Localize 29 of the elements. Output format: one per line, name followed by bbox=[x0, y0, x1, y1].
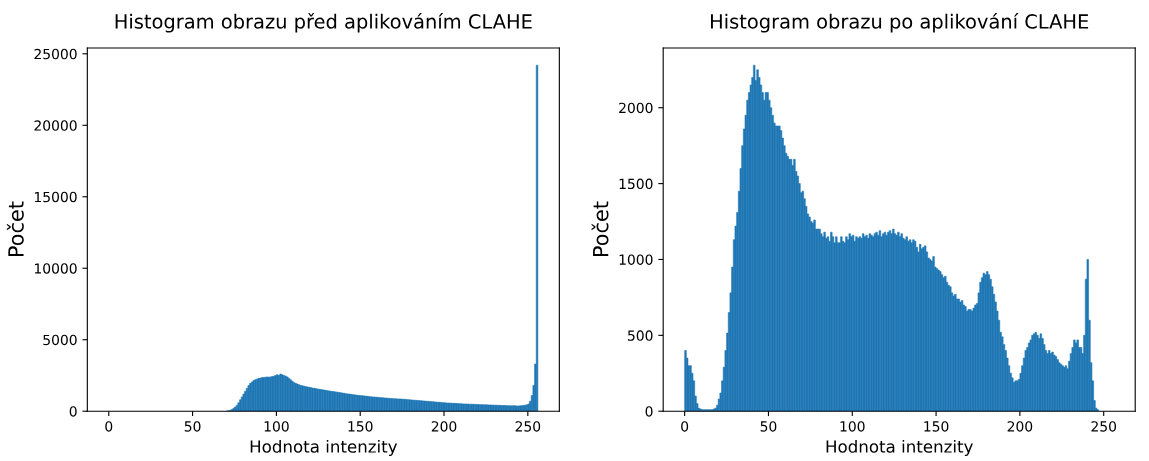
y-tick-label: 5000 bbox=[43, 334, 77, 346]
x-tick-label: 150 bbox=[924, 421, 949, 432]
y-tick-label: 10000 bbox=[34, 263, 77, 274]
y-axis-title: Počet bbox=[591, 201, 609, 257]
x-tick-label: 250 bbox=[1091, 421, 1117, 432]
y-tick-label: 2000 bbox=[619, 102, 653, 114]
x-axis-title: Hodnota intenzity bbox=[826, 439, 973, 457]
chart-title: Histogram obrazu po aplikování CLAHE bbox=[710, 12, 1089, 33]
y-tick-label: 25000 bbox=[34, 48, 77, 60]
x-tick-label: 100 bbox=[264, 421, 289, 432]
x-tick-label: 0 bbox=[681, 421, 689, 432]
x-tick-label: 100 bbox=[840, 421, 865, 432]
y-axis-title: Počet bbox=[6, 201, 24, 257]
chart-title: Histogram obrazu před aplikováním CLAHE bbox=[115, 12, 532, 33]
x-tick-label: 200 bbox=[431, 421, 457, 432]
y-tick-label: 500 bbox=[628, 330, 653, 341]
x-tick-label: 200 bbox=[1007, 421, 1033, 432]
y-tick-label: 1000 bbox=[619, 254, 653, 265]
y-tick-label: 0 bbox=[645, 406, 653, 417]
x-tick-label: 50 bbox=[184, 421, 201, 432]
x-tick-label: 250 bbox=[515, 421, 541, 432]
x-tick-label: 50 bbox=[760, 421, 777, 432]
y-tick-label: 15000 bbox=[34, 191, 77, 203]
x-tick-label: 150 bbox=[348, 421, 373, 432]
x-axis-title: Hodnota intenzity bbox=[250, 439, 398, 457]
y-tick-label: 20000 bbox=[34, 120, 77, 131]
x-tick-label: 0 bbox=[105, 421, 113, 432]
y-tick-label: 0 bbox=[69, 406, 77, 417]
y-tick-label: 1500 bbox=[619, 178, 653, 190]
